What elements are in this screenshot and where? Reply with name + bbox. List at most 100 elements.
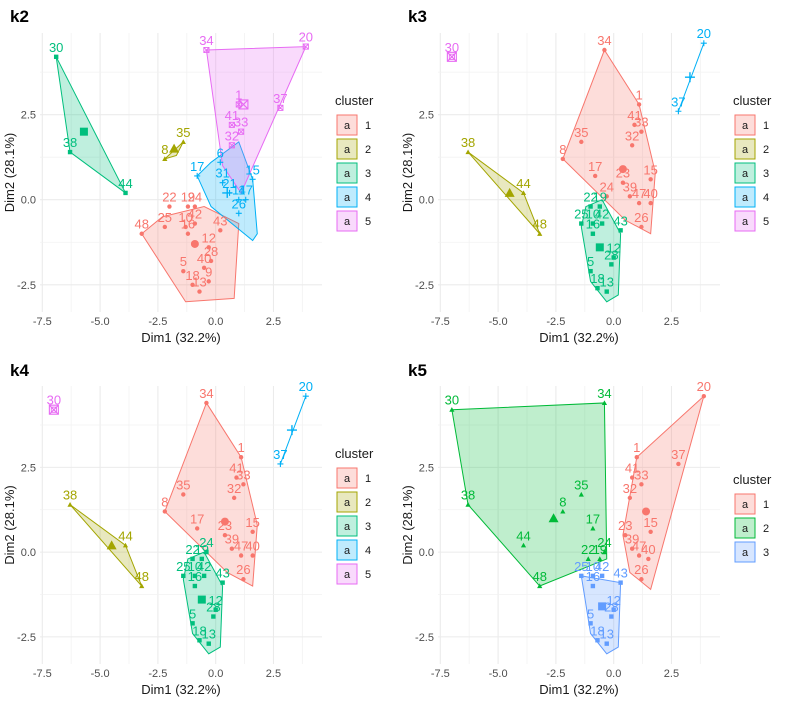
point-label: 13 bbox=[192, 275, 206, 290]
data-point bbox=[250, 553, 255, 558]
x-tick-label: -2.5 bbox=[546, 316, 565, 328]
legend-key-glyph: a bbox=[742, 523, 749, 535]
point-label: 48 bbox=[134, 217, 148, 232]
data-point bbox=[194, 172, 201, 179]
data-point bbox=[231, 495, 237, 501]
point-label: 11 bbox=[232, 183, 246, 198]
data-point bbox=[199, 556, 205, 562]
point-label: 30 bbox=[47, 393, 61, 408]
data-point bbox=[234, 475, 239, 480]
point-label: 15 bbox=[245, 515, 259, 530]
x-tick-label: -5.0 bbox=[489, 316, 508, 328]
cluster-centroid bbox=[618, 165, 627, 174]
legend-key-glyph: a bbox=[742, 499, 749, 511]
point-label: 41 bbox=[225, 108, 239, 123]
point-label: 17 bbox=[588, 159, 602, 174]
point-label: 48 bbox=[532, 569, 546, 584]
data-point bbox=[595, 285, 600, 291]
data-point bbox=[67, 502, 73, 507]
data-point bbox=[241, 482, 246, 487]
legend-label: 1 bbox=[763, 499, 769, 511]
point-label: 35 bbox=[176, 125, 190, 140]
data-point bbox=[648, 200, 653, 206]
point-label: 21 bbox=[222, 176, 236, 191]
y-axis-label: Dim2 (28.1%) bbox=[400, 485, 415, 564]
legend-title: cluster bbox=[733, 472, 772, 487]
legend-key bbox=[734, 210, 756, 232]
point-label: 23 bbox=[618, 518, 632, 533]
legend-label: 3 bbox=[763, 547, 769, 559]
point-label: 16 bbox=[586, 569, 600, 584]
point-label: 24 bbox=[199, 535, 213, 550]
x-tick-label: -5.0 bbox=[91, 668, 110, 680]
data-point bbox=[206, 641, 211, 646]
data-point bbox=[639, 224, 644, 230]
point-label: 40 bbox=[643, 186, 657, 201]
legend-label: 2 bbox=[763, 144, 769, 156]
data-point bbox=[162, 224, 168, 230]
data-point bbox=[675, 108, 682, 115]
point-label: 15 bbox=[643, 515, 657, 530]
data-point bbox=[701, 393, 707, 399]
point-label: 18 bbox=[590, 623, 604, 638]
legend-label: 5 bbox=[365, 569, 371, 581]
point-label: 35 bbox=[574, 477, 588, 492]
legend-key bbox=[336, 467, 358, 489]
data-point bbox=[190, 282, 195, 287]
data-point bbox=[618, 580, 623, 585]
data-point bbox=[201, 573, 207, 579]
point-label: 37 bbox=[671, 94, 685, 109]
point-label: 20 bbox=[299, 379, 313, 394]
legend-title: cluster bbox=[733, 93, 772, 108]
point-label: 47 bbox=[632, 186, 646, 201]
cluster-hull-2 bbox=[69, 504, 143, 587]
data-point bbox=[629, 546, 635, 551]
legend-key bbox=[734, 186, 756, 208]
y-tick-label: 2.5 bbox=[419, 462, 434, 474]
point-label: 1 bbox=[633, 440, 640, 455]
x-tick-label: 2.5 bbox=[664, 668, 679, 680]
data-point bbox=[604, 194, 609, 199]
cluster-hull-2 bbox=[451, 402, 608, 587]
data-point bbox=[609, 614, 614, 619]
data-point bbox=[639, 129, 644, 134]
legend-key bbox=[734, 114, 756, 136]
point-label: 42 bbox=[595, 207, 609, 222]
x-tick-label: -7.5 bbox=[431, 316, 450, 328]
data-point bbox=[597, 556, 603, 561]
point-label: 43 bbox=[215, 566, 229, 581]
data-point bbox=[139, 231, 144, 236]
point-label: 12 bbox=[202, 230, 216, 245]
point-label: 44 bbox=[118, 176, 132, 191]
legend-key bbox=[336, 114, 358, 136]
point-label: 12 bbox=[606, 593, 620, 608]
point-label: 22 bbox=[581, 542, 595, 557]
legend: cluster a 1 a 2 a 3 a 4 a 5 bbox=[733, 93, 772, 232]
x-tick-label: 2.5 bbox=[664, 316, 679, 328]
data-point bbox=[242, 196, 249, 203]
data-point bbox=[590, 525, 596, 531]
point-label: 15 bbox=[643, 162, 657, 177]
point-label: 35 bbox=[574, 125, 588, 140]
data-point bbox=[579, 139, 584, 145]
cluster-hull-1 bbox=[622, 394, 705, 591]
legend-key-glyph: a bbox=[344, 497, 351, 509]
point-label: 18 bbox=[185, 268, 199, 283]
cluster-hull-3 bbox=[55, 56, 126, 194]
point-label: 48 bbox=[134, 569, 148, 584]
point-label: 43 bbox=[213, 213, 227, 228]
y-axis-label: Dim2 (28.1%) bbox=[2, 485, 17, 564]
point-label: 42 bbox=[197, 559, 211, 574]
point-label: 34 bbox=[199, 386, 213, 401]
data-point bbox=[648, 177, 653, 182]
point-label: 8 bbox=[559, 494, 566, 509]
legend-label: 4 bbox=[763, 192, 769, 204]
cluster-hull-1 bbox=[141, 205, 240, 303]
data-point bbox=[217, 159, 224, 166]
point-label: 33 bbox=[234, 115, 248, 130]
point-label: 28 bbox=[604, 247, 618, 262]
point-label: 38 bbox=[461, 488, 475, 503]
point-label: 5 bbox=[587, 606, 594, 621]
point-label: 40 bbox=[245, 539, 259, 554]
cluster-centroid bbox=[595, 243, 604, 252]
